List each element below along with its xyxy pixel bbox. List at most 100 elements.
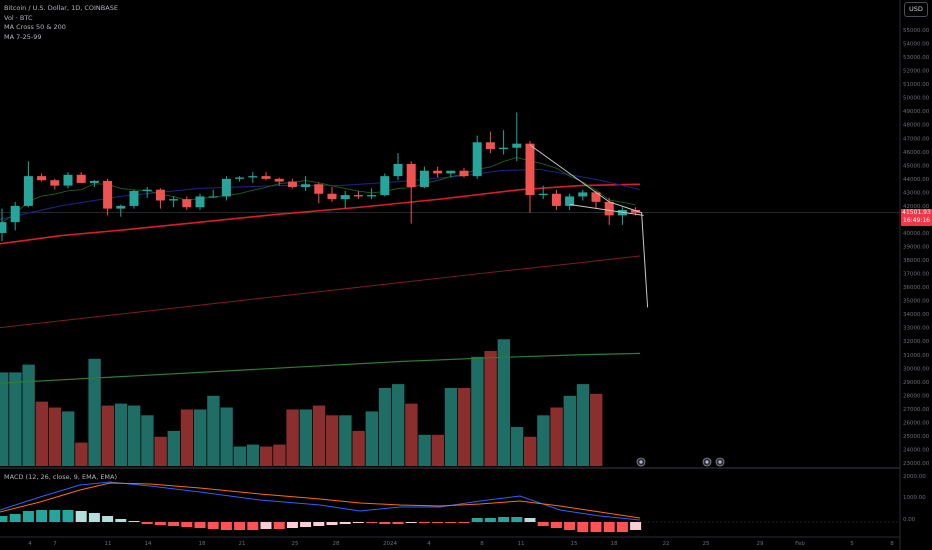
legend-symbol[interactable]: Bitcoin / U.S. Dollar, 1D, COINBASE: [4, 4, 118, 12]
price-axis-label: 49000.00: [903, 109, 930, 115]
price-axis-label: 27000.00: [903, 407, 930, 413]
currency-button[interactable]: USD: [904, 2, 928, 17]
candle-body: [169, 199, 179, 201]
price-axis-label: 42000.00: [903, 204, 930, 210]
price-axis-label: 43000.00: [903, 190, 930, 196]
legend-ma-multi[interactable]: MA 7-25-99: [4, 32, 42, 41]
volume-bar: [141, 415, 154, 466]
price-axis-label: 24000.00: [903, 447, 930, 453]
candle-body: [116, 205, 126, 209]
macd-histogram-bar: [88, 513, 100, 522]
candle-body: [578, 192, 588, 197]
candle-body: [327, 193, 337, 200]
time-axis-label: 5: [850, 541, 854, 547]
candle-body: [23, 176, 33, 206]
price-axis-label: 26000.00: [903, 420, 930, 426]
price-axis-label: 31000.00: [903, 353, 930, 359]
macd-histogram-bar: [168, 522, 180, 526]
volume-bar: [101, 405, 114, 466]
volume-bar: [207, 395, 220, 466]
price-axis-label: 48000.00: [903, 123, 930, 129]
volume-bar: [88, 358, 101, 466]
volume-bar: [286, 409, 299, 466]
candle-body: [195, 196, 205, 208]
candle-body: [248, 176, 258, 178]
candle-body: [155, 189, 165, 201]
candle-body: [472, 142, 482, 177]
candle-body: [63, 174, 73, 186]
macd-histogram-bar: [326, 522, 338, 525]
candle-body: [393, 163, 403, 177]
legend-ma-cross[interactable]: MA Cross 50 & 200: [4, 23, 66, 31]
price-axis-label: 44000.00: [903, 177, 930, 183]
macd-histogram-bar: [300, 522, 312, 527]
price-axis-label: 35000.00: [903, 299, 930, 305]
macd-histogram-bar: [405, 522, 417, 523]
volume-bar: [431, 434, 444, 466]
candle-body: [89, 180, 99, 183]
volume-bar: [418, 434, 431, 466]
candle-body: [499, 147, 509, 150]
volume-bar: [0, 372, 9, 466]
legend-volume[interactable]: Vol · BTC: [4, 13, 33, 22]
volume-bars: [0, 339, 603, 466]
volume-bar: [167, 430, 180, 466]
macd-histogram-bar: [141, 522, 153, 524]
candle-body: [221, 178, 231, 197]
candle-body: [631, 209, 641, 213]
event-icons[interactable]: [636, 457, 725, 467]
time-axis-label: 8: [480, 541, 484, 547]
macd-histogram-bar: [75, 511, 87, 522]
candle-body: [50, 180, 60, 186]
macd-histogram-bar: [366, 522, 378, 523]
macd-histogram-bar: [36, 510, 48, 522]
volume-bar: [194, 409, 207, 466]
candle-body: [353, 195, 363, 197]
candle-body: [406, 163, 416, 187]
time-axis-label: 18: [611, 541, 618, 547]
macd-legend[interactable]: MACD (12, 26, close, 9, EMA, EMA): [4, 473, 118, 481]
macd-histogram-bar: [62, 510, 74, 522]
volume-bar: [114, 403, 128, 466]
candle-body: [446, 170, 456, 174]
last-price-tag: 41501.93 16:49:16: [901, 209, 932, 226]
macd-histogram-bar: [498, 517, 510, 522]
macd-histogram-bar: [590, 522, 602, 532]
macd-histogram-bar: [128, 521, 140, 522]
candle-body: [235, 177, 245, 179]
price-axis-label: 47000.00: [903, 136, 930, 142]
volume-bar: [312, 405, 326, 466]
volume-bar: [273, 444, 286, 466]
price-axis-label: 36000.00: [903, 285, 930, 291]
macd-axis-label: 2000.00: [903, 474, 926, 480]
macd-histogram-bar: [418, 522, 430, 523]
volume-bar: [550, 407, 563, 466]
candle-body: [37, 176, 47, 181]
macd-pane: [0, 481, 900, 532]
event-marker-dot: [718, 460, 722, 464]
candle-body: [485, 142, 495, 150]
macd-histogram-bar: [273, 522, 285, 529]
volume-bar: [299, 409, 312, 466]
macd-histogram-bar: [524, 518, 536, 522]
candle-body: [261, 176, 271, 179]
price-axis-label: 38000.00: [903, 258, 930, 264]
candle-body: [380, 176, 390, 196]
support-line: [569, 204, 644, 216]
volume-bar: [590, 393, 603, 466]
candle-body: [103, 180, 113, 209]
time-axis-label: 28: [333, 541, 340, 547]
last-price-value: 41501.93: [902, 209, 931, 216]
macd-histogram-bar: [484, 518, 496, 522]
time-axis-label: 29: [757, 541, 764, 547]
volume-bar: [339, 415, 352, 466]
macd-histogram-bar: [445, 522, 457, 523]
candle-body: [419, 170, 429, 187]
time-axis-label: 11: [105, 541, 112, 547]
volume-bar: [128, 405, 141, 466]
price-axis-label: 37000.00: [903, 272, 930, 278]
price-axis-label: 23000.00: [903, 461, 930, 467]
volume-bar: [471, 356, 484, 466]
countdown-timer: 16:49:16: [903, 217, 930, 224]
